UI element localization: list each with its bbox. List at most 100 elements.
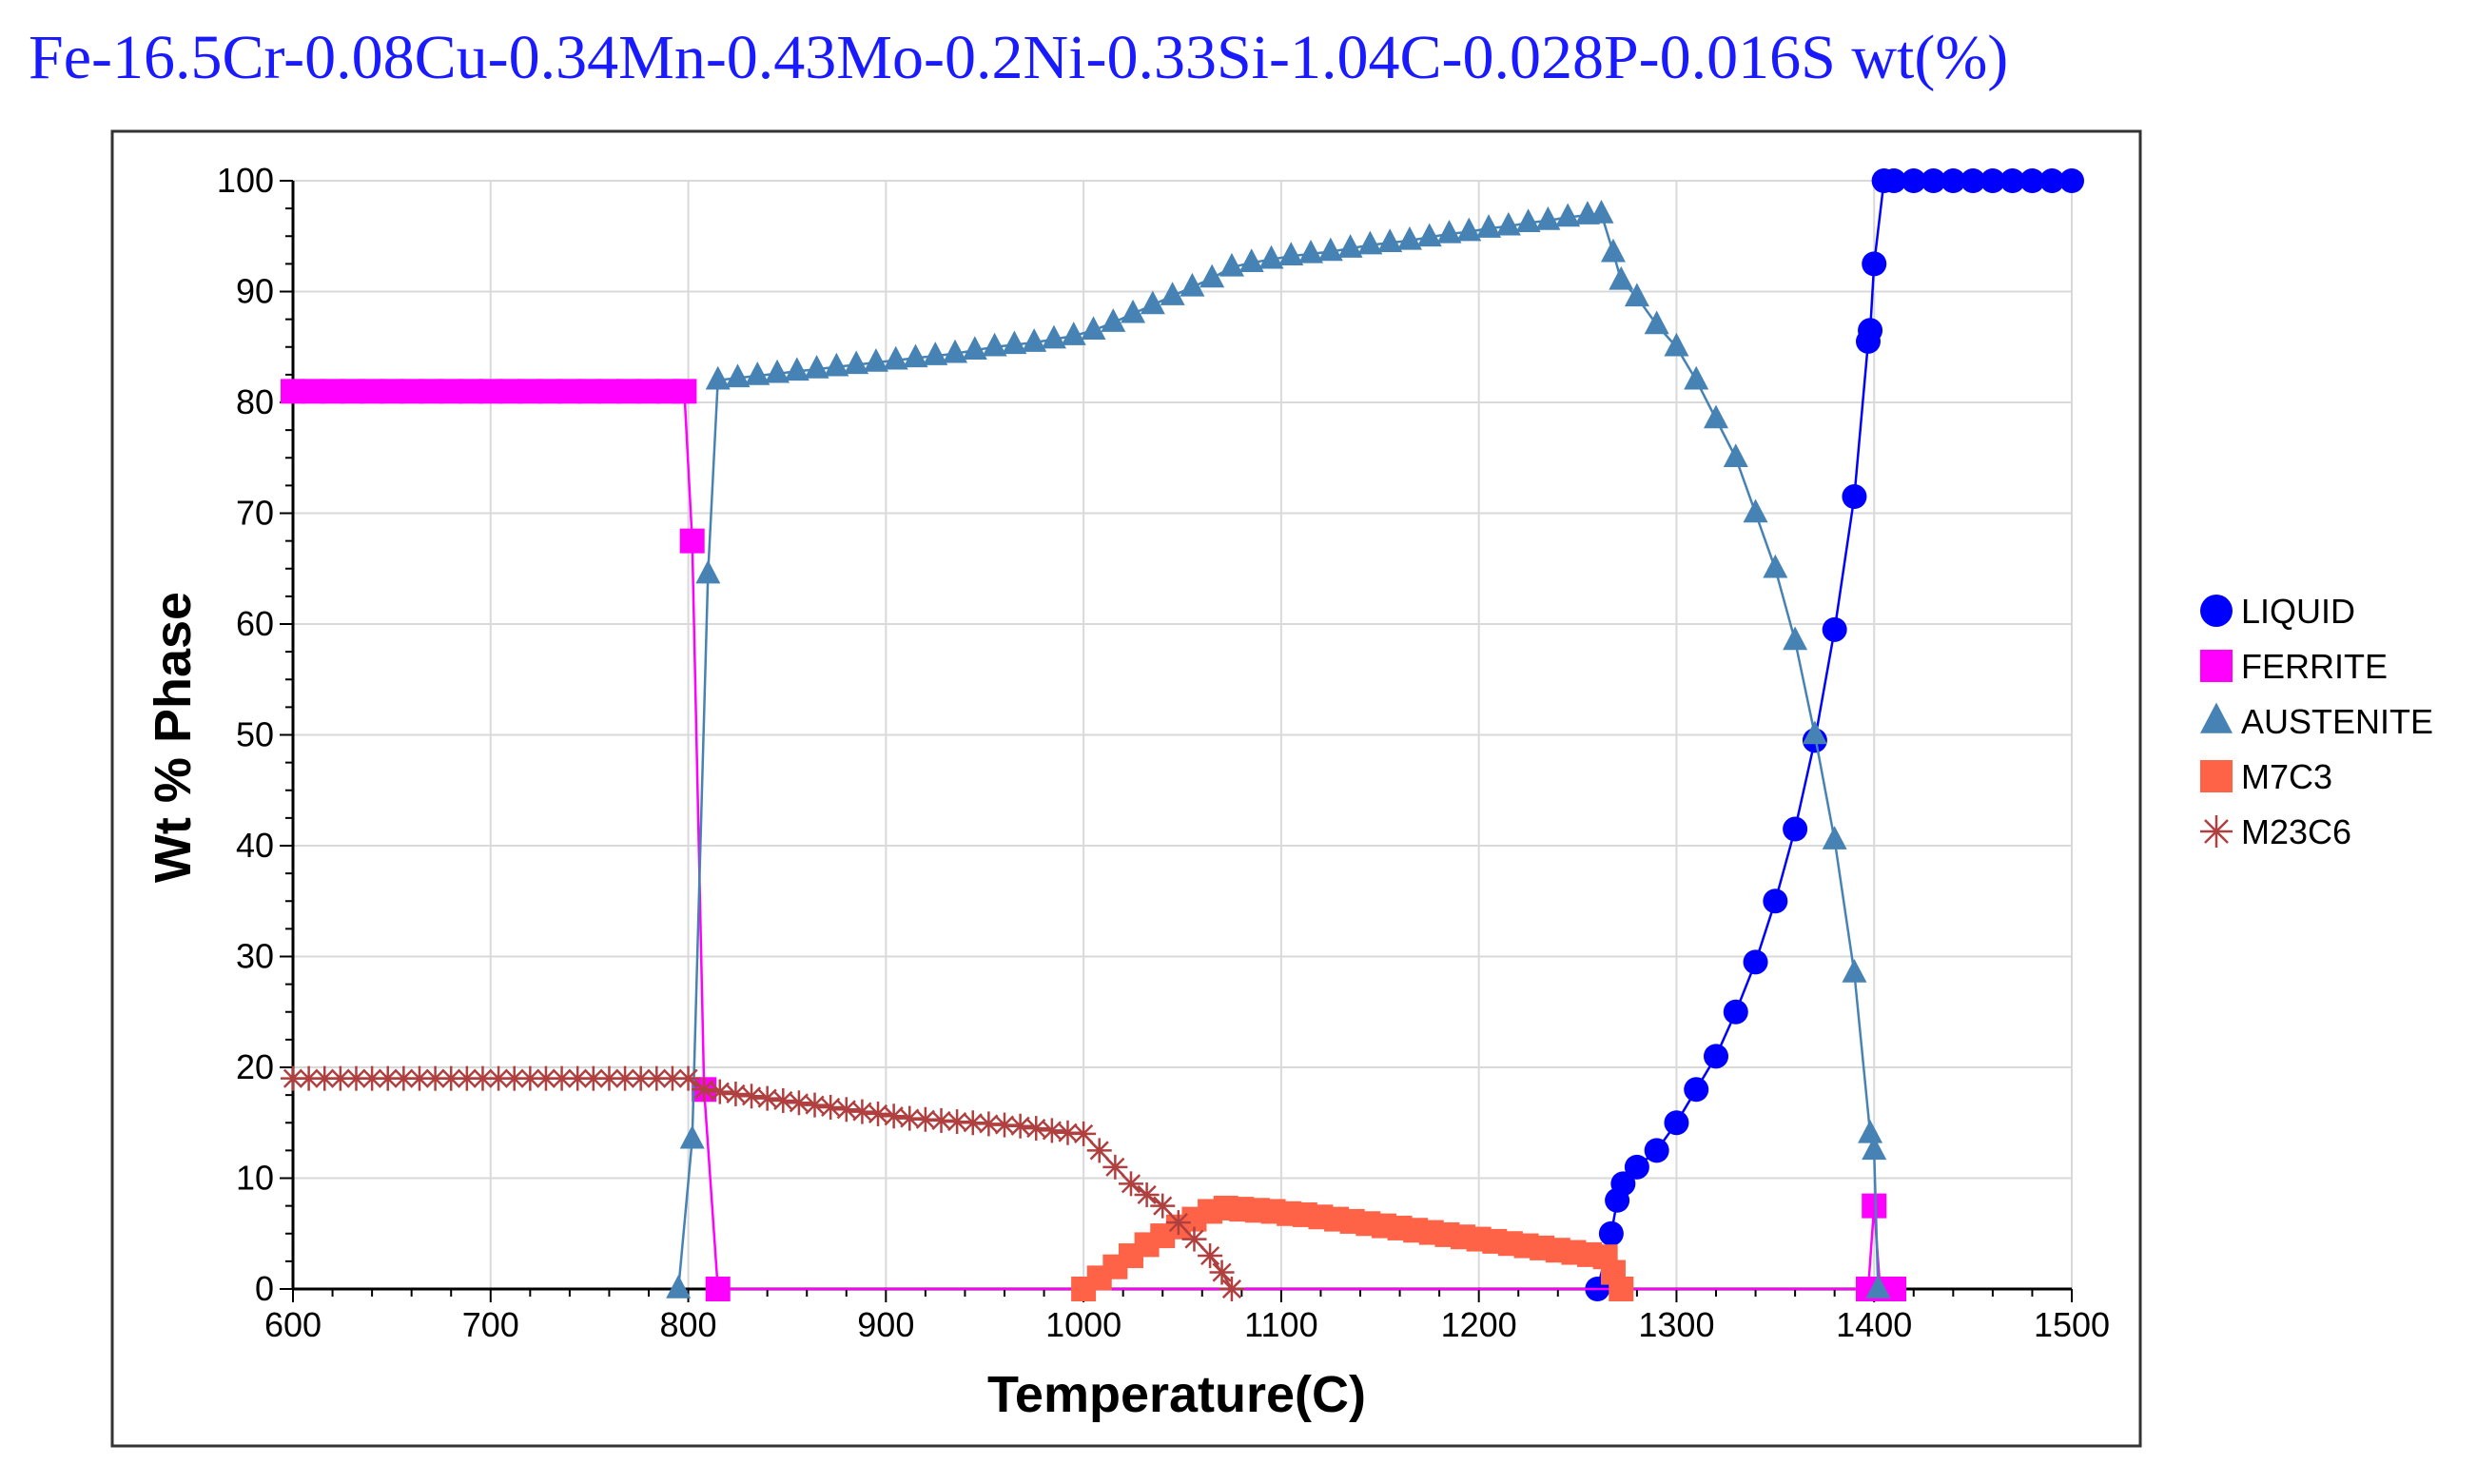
liquid-point (1624, 1154, 1649, 1180)
m23c6-point (1007, 1113, 1033, 1139)
y-tick-label: 60 (236, 604, 274, 643)
plot-frame (110, 129, 2142, 1448)
austenite-point (1101, 308, 1126, 332)
legend-label: AUSTENITE (2241, 702, 2433, 741)
austenite-point (1041, 324, 1066, 349)
m23c6-point (770, 1087, 796, 1113)
austenite-point (943, 339, 968, 363)
austenite-point (1357, 230, 1383, 255)
m23c6-point (422, 1065, 448, 1091)
legend-marker-austenite (2200, 702, 2233, 733)
legend-label: M7C3 (2241, 757, 2332, 796)
austenite-point (1081, 316, 1106, 341)
austenite-point (1160, 282, 1185, 305)
austenite-point (1802, 720, 1827, 745)
austenite-point (1842, 959, 1867, 983)
x-axis-label: Temperature(C) (987, 1366, 1366, 1423)
liquid-point (1743, 949, 1768, 975)
austenite-point (1238, 248, 1264, 272)
austenite-point (962, 336, 987, 360)
liquid-point (1999, 168, 2025, 193)
legend-label: LIQUID (2241, 592, 2355, 631)
liquid-point (1610, 1171, 1636, 1197)
austenite-point (1664, 332, 1689, 357)
austenite-point (1140, 290, 1165, 315)
liquid-point (1980, 168, 2005, 193)
austenite-point (1822, 826, 1847, 849)
y-tick-label: 70 (236, 494, 274, 533)
x-tick-label: 1200 (1441, 1305, 1517, 1344)
m23c6-point (1118, 1171, 1143, 1197)
m23c6-point (1102, 1154, 1128, 1180)
liquid-point (1822, 616, 1847, 642)
m23c6-point (1086, 1138, 1112, 1163)
austenite-point (824, 352, 849, 377)
liquid-point (1858, 318, 1883, 343)
austenite-point (1865, 1275, 1891, 1298)
liquid-point (1704, 1044, 1728, 1069)
austenite-point (1723, 443, 1748, 467)
y-tick-label: 50 (236, 715, 274, 754)
m23c6-point (1165, 1210, 1191, 1236)
legend-label: FERRITE (2241, 647, 2388, 686)
austenite-point (1555, 203, 1581, 227)
m23c6-point (1198, 1243, 1223, 1269)
austenite-point (1609, 265, 1634, 290)
liquid-point (1664, 1110, 1689, 1136)
austenite-point (804, 355, 829, 379)
liquid-point (1644, 1138, 1669, 1163)
austenite-point (1317, 237, 1343, 262)
m23c6-point (391, 1065, 417, 1091)
austenite-point (695, 559, 721, 584)
x-tick-label: 700 (462, 1305, 519, 1344)
m23c6-point (1024, 1116, 1049, 1142)
austenite-point (1436, 219, 1462, 244)
legend-item-liquid: LIQUID (2200, 592, 2355, 631)
austenite-point (1022, 328, 1047, 352)
austenite-point (1862, 1136, 1887, 1161)
austenite-point (705, 365, 731, 390)
austenite-point (1061, 322, 1086, 345)
m23c6-point (659, 1065, 685, 1091)
austenite-point (923, 342, 948, 365)
m23c6-point (897, 1105, 923, 1131)
m23c6-point (613, 1065, 638, 1091)
liquid-point (1783, 816, 1808, 842)
austenite-point (1476, 214, 1502, 238)
ferrite-point (705, 1277, 731, 1301)
liquid-point (1723, 999, 1748, 1025)
series-m7c3 (1071, 1195, 1634, 1301)
y-tick-label: 0 (255, 1269, 274, 1308)
austenite-point (1180, 272, 1205, 297)
m23c6-point (786, 1090, 811, 1116)
austenite-point (745, 361, 770, 385)
m23c6-point (406, 1065, 432, 1091)
x-tick-label: 1400 (1836, 1305, 1912, 1344)
austenite-point (1121, 299, 1146, 323)
austenite-point (1743, 498, 1768, 523)
m23c6-point (360, 1065, 385, 1091)
austenite-point (1219, 252, 1244, 277)
m7c3-point (1609, 1277, 1634, 1301)
austenite-point (1258, 244, 1284, 269)
austenite-point (1456, 217, 1482, 242)
series-layer (281, 168, 2084, 1301)
y-tick-label: 30 (236, 937, 274, 976)
liquid-point (1842, 484, 1867, 510)
m23c6-point (881, 1103, 907, 1129)
m23c6-point (1134, 1181, 1160, 1207)
ferrite-point (672, 379, 697, 404)
austenite-point (1416, 223, 1442, 247)
austenite-point (1535, 205, 1561, 230)
austenite-point (1763, 554, 1788, 578)
m23c6-point (723, 1081, 749, 1106)
austenite-point (1298, 239, 1324, 264)
liquid-point (1941, 168, 1966, 193)
legend-marker-ferrite (2200, 650, 2233, 682)
liquid-point (2059, 168, 2084, 193)
m23c6-point (866, 1101, 891, 1126)
austenite-point (1515, 208, 1541, 233)
y-tick-label: 90 (236, 272, 274, 311)
austenite-point (1199, 264, 1225, 288)
